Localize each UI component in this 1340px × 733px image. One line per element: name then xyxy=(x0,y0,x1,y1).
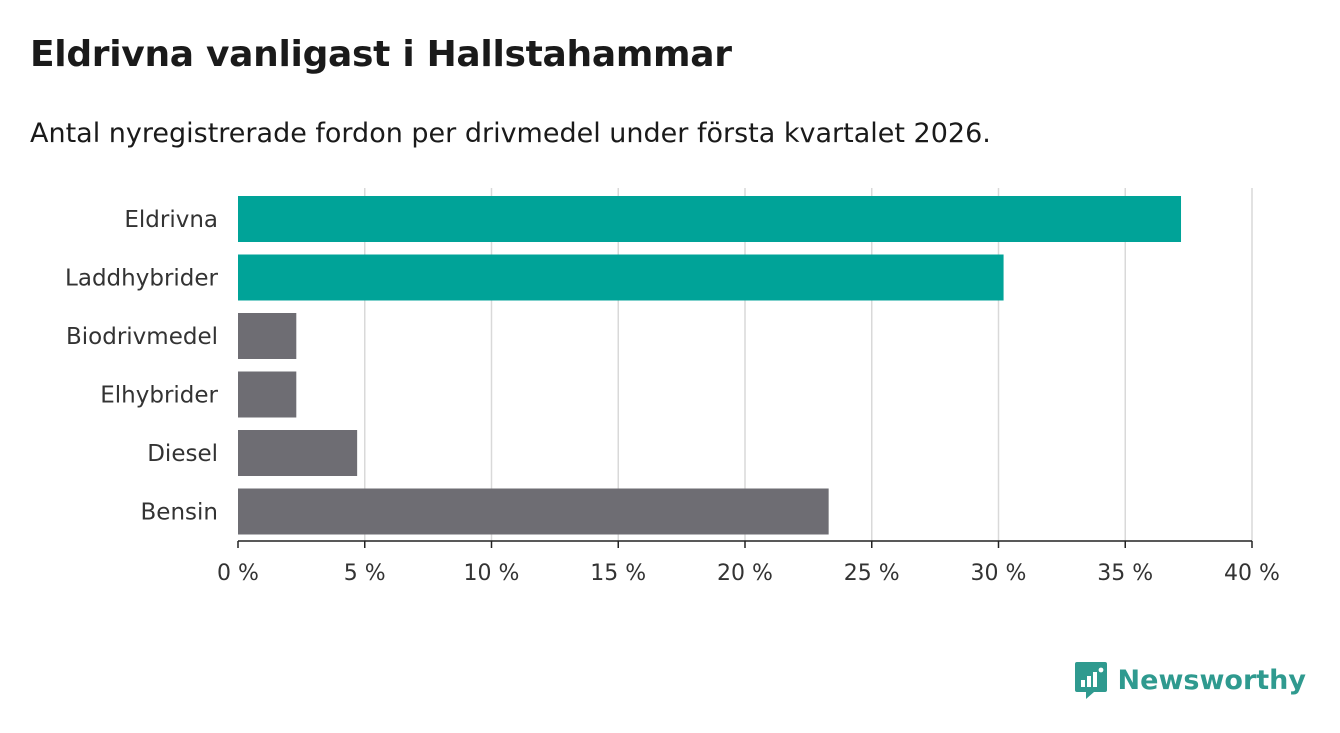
bar-3 xyxy=(238,371,297,418)
bar-chart: Eldrivna Laddhybrider Biodrivmedel Elhybrid… xyxy=(65,188,1280,586)
brand-logo: Newsworthy xyxy=(1074,660,1306,700)
category-label: Laddhybrider xyxy=(65,266,218,292)
x-tick-label: 5 % xyxy=(344,561,386,586)
x-tick-label: 25 % xyxy=(844,561,900,586)
bar-5 xyxy=(238,488,829,535)
brand-name: Newsworthy xyxy=(1117,664,1306,696)
x-tick-label: 0 % xyxy=(217,561,259,586)
category-label: Diesel xyxy=(147,441,218,467)
bar-4 xyxy=(238,430,358,476)
x-tick-label: 35 % xyxy=(1097,561,1153,586)
x-tick-label: 15 % xyxy=(590,561,646,586)
x-tick-label: 40 % xyxy=(1224,561,1280,586)
x-tick-label: 30 % xyxy=(971,561,1027,586)
category-label: Elhybrider xyxy=(100,383,218,409)
category-label: Eldrivna xyxy=(124,207,218,233)
category-label: Bensin xyxy=(141,500,218,526)
bar-0 xyxy=(238,196,1182,242)
bar-2 xyxy=(238,313,297,359)
bar-1 xyxy=(238,254,1004,301)
x-tick-label: 20 % xyxy=(717,561,773,586)
category-label: Biodrivmedel xyxy=(66,324,218,350)
chart-title: Eldrivna vanligast i Hallstahammar xyxy=(30,34,732,75)
newsworthy-logo-icon xyxy=(1074,662,1107,699)
x-tick-label: 10 % xyxy=(464,561,520,586)
chart-subtitle: Antal nyregistrerade fordon per drivmede… xyxy=(30,118,991,149)
